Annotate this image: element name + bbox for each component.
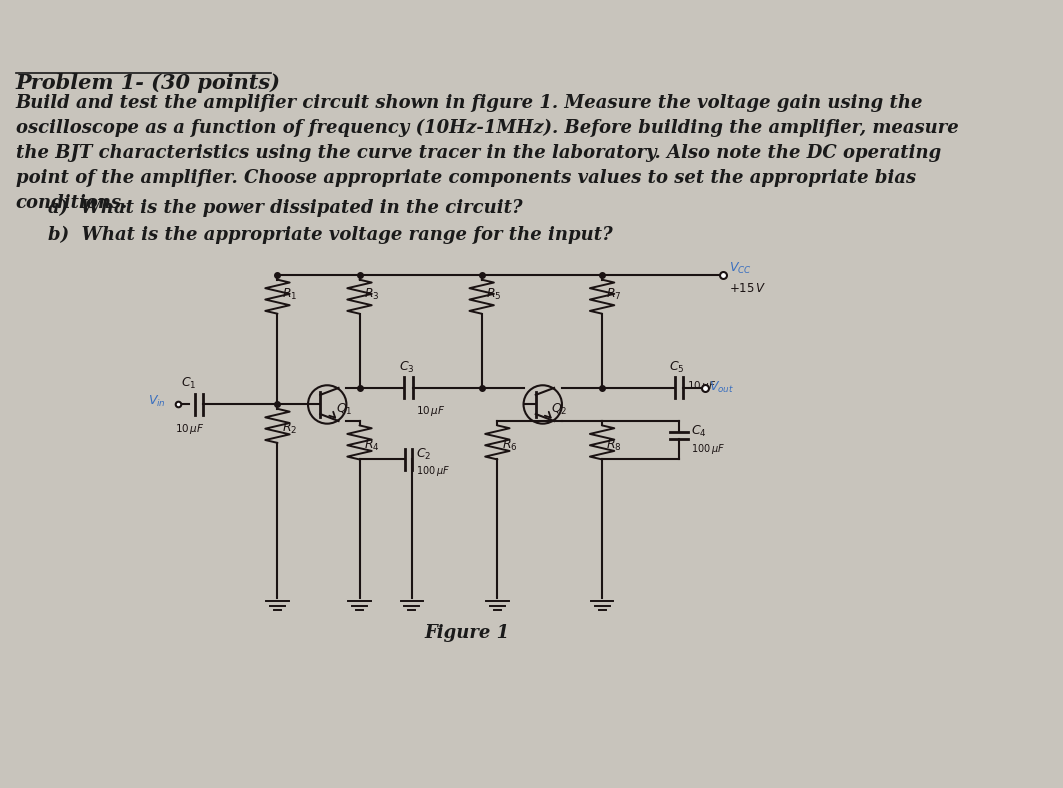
Text: $R_7$: $R_7$ <box>607 287 622 302</box>
Text: $C_4$: $C_4$ <box>691 424 707 439</box>
Text: $100\,\mu F$: $100\,\mu F$ <box>691 442 725 456</box>
Text: $R_8$: $R_8$ <box>607 438 622 453</box>
Text: $R_6$: $R_6$ <box>502 438 518 453</box>
Text: $R_3$: $R_3$ <box>364 287 379 302</box>
Text: $+15\,V$: $+15\,V$ <box>729 282 766 296</box>
Text: $10\,\mu F$: $10\,\mu F$ <box>417 403 445 418</box>
Text: $C_5$: $C_5$ <box>670 359 685 375</box>
Text: Problem 1- (30 points): Problem 1- (30 points) <box>16 72 281 93</box>
Text: $R_5$: $R_5$ <box>486 287 502 302</box>
Text: $V_{in}$: $V_{in}$ <box>148 394 166 410</box>
Text: Figure 1: Figure 1 <box>424 624 509 641</box>
Text: $C_3$: $C_3$ <box>399 359 415 375</box>
Text: $Q_2$: $Q_2$ <box>552 402 568 418</box>
Text: $R_2$: $R_2$ <box>282 422 298 437</box>
Text: $100\,\mu F$: $100\,\mu F$ <box>417 464 451 478</box>
Text: $10\,\mu F$: $10\,\mu F$ <box>175 422 205 436</box>
Text: Build and test the amplifier circuit shown in figure 1. Measure the voltage gain: Build and test the amplifier circuit sho… <box>16 94 959 212</box>
Text: $10\,\mu F$: $10\,\mu F$ <box>687 379 716 393</box>
Text: $R_4$: $R_4$ <box>364 438 379 453</box>
Text: $C_2$: $C_2$ <box>417 447 432 462</box>
Text: $V_{CC}$: $V_{CC}$ <box>729 261 753 276</box>
Text: $R_1$: $R_1$ <box>282 287 298 302</box>
Text: a)  What is the power dissipated in the circuit?
b)  What is the appropriate vol: a) What is the power dissipated in the c… <box>48 199 612 243</box>
Text: $V_{out}$: $V_{out}$ <box>709 381 735 396</box>
Text: $C_1$: $C_1$ <box>181 375 197 391</box>
Text: $Q_1$: $Q_1$ <box>336 402 353 418</box>
